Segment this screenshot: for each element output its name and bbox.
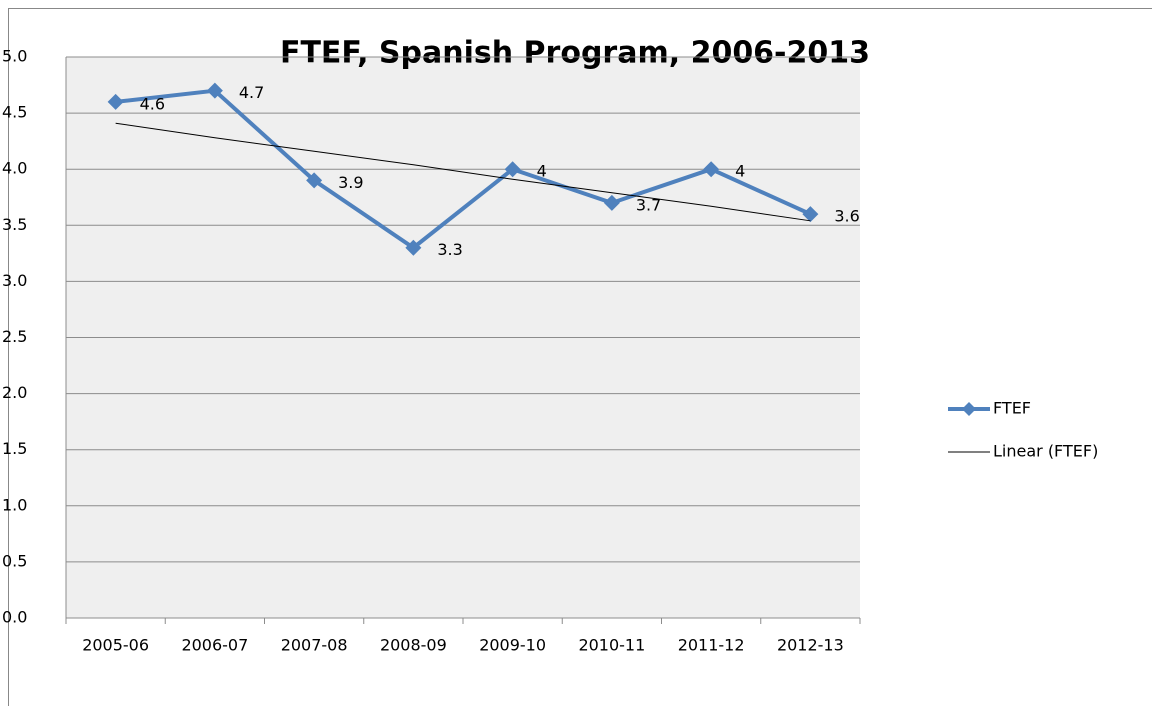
y-tick-label: 0.5 <box>2 551 27 570</box>
marker <box>802 206 819 223</box>
x-tick-label: 2006-07 <box>181 636 248 655</box>
y-tick-label: 4.5 <box>2 103 27 122</box>
x-tick-label: 2005-06 <box>82 636 149 655</box>
data-label: 4.7 <box>239 83 264 102</box>
data-label: 4 <box>537 162 547 181</box>
x-tick-label: 2008-09 <box>380 636 447 655</box>
marker <box>703 161 720 178</box>
data-label: 3.7 <box>636 195 661 214</box>
y-tick-label: 0.0 <box>2 608 27 627</box>
marker <box>405 239 422 256</box>
y-tick-label: 5.0 <box>2 47 27 66</box>
x-tick-label: 2010-11 <box>578 636 645 655</box>
y-tick-label: 3.0 <box>2 271 27 290</box>
x-tick-label: 2012-13 <box>777 636 844 655</box>
x-tick-label: 2009-10 <box>479 636 546 655</box>
x-tick-label: 2007-08 <box>281 636 348 655</box>
legend-label: Linear (FTEF) <box>993 442 1098 461</box>
y-tick-label: 2.0 <box>2 383 27 402</box>
marker <box>504 161 521 178</box>
y-tick-label: 4.0 <box>2 159 27 178</box>
y-tick-label: 1.5 <box>2 439 27 458</box>
marker <box>206 82 223 99</box>
y-tick-label: 1.0 <box>2 495 27 514</box>
data-label: 3.9 <box>338 173 363 192</box>
chart-title: FTEF, Spanish Program, 2006-2013 <box>280 36 870 71</box>
x-tick-label: 2011-12 <box>678 636 745 655</box>
series-line <box>115 88 812 251</box>
marker <box>107 93 124 110</box>
trend-line <box>115 122 811 222</box>
y-tick-label: 2.5 <box>2 327 27 346</box>
y-tick-label: 3.5 <box>2 215 27 234</box>
legend-label: FTEF <box>993 399 1031 418</box>
data-label: 4 <box>735 162 745 181</box>
legend-marker <box>962 402 976 416</box>
data-label: 4.6 <box>140 94 165 113</box>
data-label: 3.6 <box>834 207 859 226</box>
data-label: 3.3 <box>437 240 462 259</box>
marker <box>603 194 620 211</box>
marker <box>306 172 323 189</box>
